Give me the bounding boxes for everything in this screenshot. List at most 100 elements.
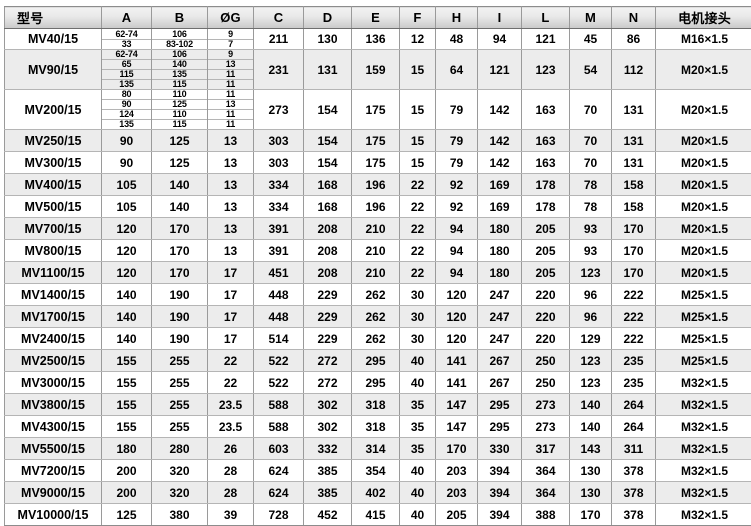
cell-e: 262	[352, 328, 400, 350]
cell-motor-connector: M20×1.5	[656, 152, 751, 174]
spec-table-container: 型号ABØGCDEFHILMN电机接头图号 MV40/1562-74331068…	[0, 0, 751, 494]
cell-g: 13	[208, 130, 254, 152]
cell-i: 247	[478, 284, 522, 306]
cell-l: 205	[522, 262, 570, 284]
cell-e: 318	[352, 394, 400, 416]
cell-n: 222	[612, 284, 656, 306]
cell-i: 180	[478, 262, 522, 284]
cell-d: 385	[304, 460, 352, 482]
column-header-a: A	[102, 7, 152, 29]
cell-a-sub: 62-74	[102, 30, 151, 40]
cell-e: 175	[352, 152, 400, 174]
cell-d: 332	[304, 438, 352, 460]
cell-d: 229	[304, 306, 352, 328]
cell-m: 140	[570, 394, 612, 416]
cell-c: 391	[254, 240, 304, 262]
cell-g: 28	[208, 482, 254, 504]
cell-l: 364	[522, 460, 570, 482]
cell-f: 40	[400, 482, 436, 504]
cell-motor-connector: M20×1.5	[656, 130, 751, 152]
cell-h: 141	[436, 350, 478, 372]
cell-b: 255	[152, 416, 208, 438]
cell-e: 159	[352, 50, 400, 90]
cell-c: 522	[254, 372, 304, 394]
cell-h: 141	[436, 372, 478, 394]
cell-g-sub: 9	[208, 30, 253, 40]
cell-b: 170	[152, 262, 208, 284]
cell-motor-connector: M32×1.5	[656, 438, 751, 460]
cell-motor-connector: M20×1.5	[656, 196, 751, 218]
cell-l: 273	[522, 394, 570, 416]
cell-motor-connector: M20×1.5	[656, 174, 751, 196]
cell-model: MV10000/15	[5, 504, 102, 526]
cell-h: 205	[436, 504, 478, 526]
cell-n: 158	[612, 196, 656, 218]
cell-f: 30	[400, 306, 436, 328]
cell-f: 40	[400, 460, 436, 482]
cell-a: 155	[102, 394, 152, 416]
cell-c: 273	[254, 90, 304, 130]
cell-d: 229	[304, 284, 352, 306]
cell-motor-connector: M25×1.5	[656, 328, 751, 350]
cell-model: MV300/15	[5, 152, 102, 174]
cell-a: 125	[102, 504, 152, 526]
cell-b: 280	[152, 438, 208, 460]
cell-f: 22	[400, 196, 436, 218]
cell-e: 295	[352, 350, 400, 372]
cell-b: 125	[152, 130, 208, 152]
cell-m: 96	[570, 284, 612, 306]
cell-d: 130	[304, 29, 352, 50]
cell-model: MV3000/15	[5, 372, 102, 394]
cell-a: 155	[102, 372, 152, 394]
cell-e: 295	[352, 372, 400, 394]
cell-g: 26	[208, 438, 254, 460]
cell-d: 452	[304, 504, 352, 526]
cell-m: 78	[570, 196, 612, 218]
cell-c: 588	[254, 416, 304, 438]
cell-f: 35	[400, 438, 436, 460]
cell-motor-connector: M16×1.5	[656, 29, 751, 50]
column-header-motor: 电机接头	[656, 7, 751, 29]
cell-i: 121	[478, 50, 522, 90]
cell-m: 143	[570, 438, 612, 460]
cell-h: 147	[436, 416, 478, 438]
cell-i: 169	[478, 174, 522, 196]
cell-g: 17	[208, 284, 254, 306]
cell-b: 170	[152, 218, 208, 240]
cell-e: 196	[352, 196, 400, 218]
cell-c: 448	[254, 284, 304, 306]
cell-f: 40	[400, 504, 436, 526]
cell-n: 158	[612, 174, 656, 196]
cell-f: 30	[400, 328, 436, 350]
cell-l: 163	[522, 90, 570, 130]
cell-f: 22	[400, 218, 436, 240]
column-header-c: C	[254, 7, 304, 29]
cell-model: MV2500/15	[5, 350, 102, 372]
cell-d: 131	[304, 50, 352, 90]
cell-h: 203	[436, 460, 478, 482]
cell-g: 17	[208, 306, 254, 328]
cell-a-sub: 33	[102, 40, 151, 49]
cell-model: MV800/15	[5, 240, 102, 262]
column-header-model: 型号	[5, 7, 102, 29]
cell-m: 93	[570, 240, 612, 262]
cell-b: 255	[152, 350, 208, 372]
cell-g: 13	[208, 152, 254, 174]
cell-c: 624	[254, 482, 304, 504]
cell-motor-connector: M32×1.5	[656, 416, 751, 438]
cell-f: 15	[400, 90, 436, 130]
column-header-h: H	[436, 7, 478, 29]
cell-i: 142	[478, 152, 522, 174]
cell-l: 250	[522, 372, 570, 394]
cell-a: 200	[102, 482, 152, 504]
cell-m: 45	[570, 29, 612, 50]
cell-model: MV500/15	[5, 196, 102, 218]
